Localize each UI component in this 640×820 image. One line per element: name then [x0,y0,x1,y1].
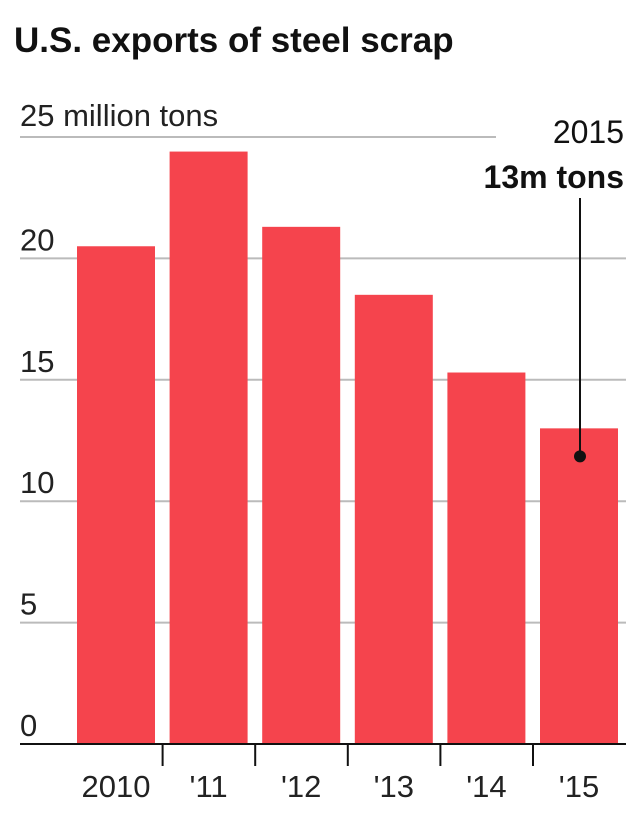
y-tick-label: 5 [20,587,37,622]
bar [262,226,341,744]
bar [169,151,248,744]
y-axis-unit-label: 25 million tons [20,98,218,133]
y-tick-label: 10 [20,465,54,500]
y-axis-ticks: 0 5 10 15 20 [20,222,54,743]
x-tick-label: '12 [281,769,321,804]
bar [354,294,433,744]
annotation-dot [574,450,586,463]
x-tick-label: '14 [466,769,506,804]
bar [447,372,526,744]
annotation-value: 13m tons [484,159,624,195]
annotation-2015: 2015 13m tons [484,114,624,463]
x-tick-label: 2010 [82,769,151,804]
bars [77,151,618,744]
x-tick-label: '11 [190,769,228,804]
bar [77,246,155,744]
x-tick-label: '15 [559,769,599,804]
x-axis-ticks: 2010 '11 '12 '13 '14 '15 [82,744,599,804]
x-tick-label: '13 [374,769,414,804]
y-tick-label: 15 [20,344,54,379]
chart-title: U.S. exports of steel scrap [14,21,454,60]
bar [540,428,618,744]
y-tick-label: 20 [20,222,54,257]
annotation-year: 2015 [553,114,624,150]
y-tick-label: 0 [20,708,37,743]
